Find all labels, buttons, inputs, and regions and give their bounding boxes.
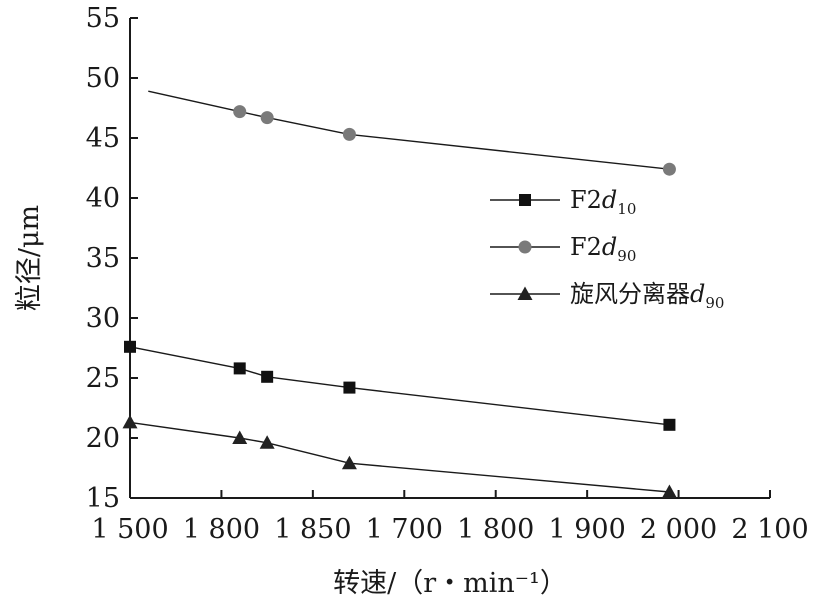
legend-label-subscript: 10 [617,200,636,218]
data-point-triangle [259,435,275,449]
legend-marker-triangle [517,286,533,300]
series-line [148,90,670,170]
x-ticks: 1 500 1 800 1 850 1 700 1 800 1 900 2 000 2 100 [91,490,809,545]
legend-label: F2d90 [570,233,636,265]
legend-label-subscript: 90 [705,294,724,312]
legend-label-main: F2 [570,186,602,214]
x-axis-title: 转速/（r・min⁻¹） [333,568,567,599]
legend-label-variable: d [602,186,617,214]
y-tick-label: 50 [86,63,120,94]
y-tick-label: 40 [86,183,120,214]
data-point-circle [342,127,356,141]
data-point-square [261,370,274,383]
y-tick-label: 55 [86,3,120,34]
y-tick-label: 35 [86,243,120,274]
data-point-triangle [122,414,138,429]
data-point-circle [260,111,274,125]
legend-label-variable: d [602,233,617,261]
legend-label: F2d10 [570,186,636,218]
y-ticks: 15 20 25 30 35 40 45 50 55 [86,3,138,514]
y-tick-label: 30 [86,303,120,334]
x-tick-label: 1 800 [457,514,534,545]
x-tick-label: 1 500 [91,514,168,545]
legend-marker-circle [518,240,532,254]
data-point-square [124,340,136,353]
x-tick-label: 1 850 [274,514,351,545]
series-line [129,346,670,426]
y-tick-label: 45 [86,123,120,154]
data-point-square [233,362,246,375]
legend-label-subscript: 90 [617,247,636,265]
x-tick-label: 1 900 [548,514,625,545]
y-axis-title: 粒径/μm [14,205,45,311]
x-tick-label: 1 800 [183,514,260,545]
data-point-triangle [661,484,677,498]
series-line [129,421,670,493]
data-point-triangle [341,455,357,470]
series-layer [122,90,677,498]
legend-label-variable: d [690,280,705,308]
legend-label-main: F2 [570,233,602,261]
legend-label: 旋风分离器d90 [570,280,724,312]
y-tick-label: 15 [86,483,120,514]
data-point-circle [233,105,247,119]
data-point-circle [662,162,676,176]
data-point-triangle [232,430,248,444]
x-tick-label: 2 100 [731,514,808,545]
x-tick-label: 1 700 [366,514,443,545]
data-point-square [663,418,676,431]
data-point-square [343,381,356,394]
y-tick-label: 20 [86,423,120,454]
y-tick-label: 25 [86,363,120,394]
x-tick-label: 2 000 [640,514,717,545]
legend-label-main: 旋风分离器 [570,280,690,308]
legend-marker-square [519,194,531,206]
